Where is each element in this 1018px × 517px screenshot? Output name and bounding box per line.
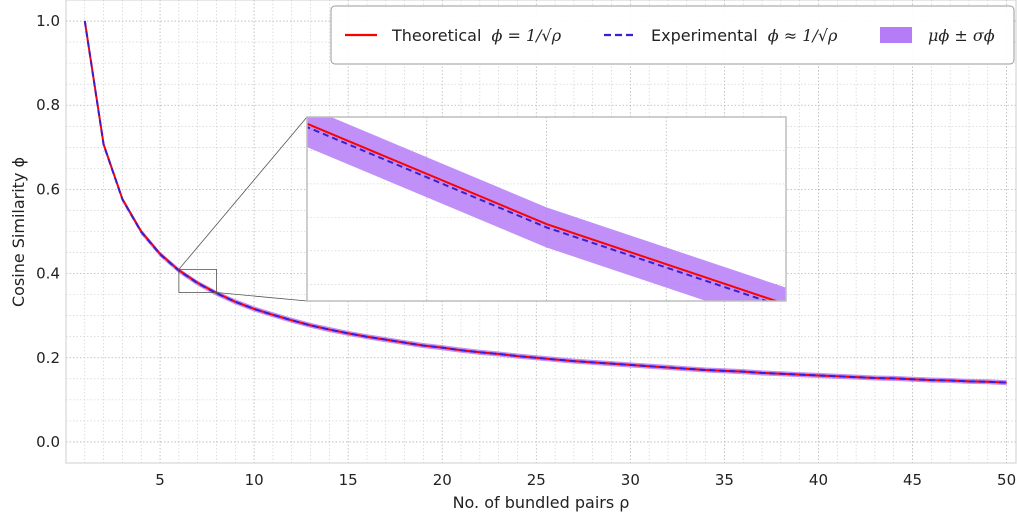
x-tick-label: 45 — [903, 471, 922, 489]
series-lines — [83, 20, 1007, 384]
legend-label-band: μϕ ± σϕ — [928, 26, 995, 45]
legend: Theoretical ϕ = 1/√ρ Experimental ϕ ≈ 1/… — [330, 5, 1015, 65]
zoom-region-box — [178, 268, 217, 293]
legend-label-theoretical: Theoretical ϕ = 1/√ρ — [391, 26, 562, 45]
legend-swatch-band — [880, 27, 912, 43]
x-tick-label: 10 — [245, 471, 264, 489]
tick-labels: 5 10 15 20 25 30 35 40 45 50 0.0 0.2 0.4 0.6 0.8 1.0 — [36, 12, 1016, 489]
legend-box — [330, 5, 1015, 65]
y-tick-label: 0.4 — [36, 265, 60, 283]
inset-series-line-experimental — [307, 125, 770, 301]
y-tick-label: 1.0 — [36, 12, 60, 30]
x-axis-label: No. of bundled pairs ρ — [453, 493, 630, 512]
x-tick-label: 35 — [715, 471, 734, 489]
inset-series-line-theoretical — [307, 122, 780, 301]
x-tick-label: 30 — [621, 471, 640, 489]
zoom-connector-top — [178, 116, 308, 270]
series-line-experimental — [83, 20, 1007, 384]
y-axis-label: Cosine Similarity ϕ — [9, 157, 28, 307]
x-tick-label: 5 — [155, 471, 165, 489]
plot-frame — [65, 0, 1017, 464]
inset-std-band — [307, 117, 786, 301]
y-tick-label: 0.6 — [36, 180, 60, 198]
y-tick-label: 0.2 — [36, 349, 60, 367]
y-tick-label: 0.0 — [36, 433, 60, 451]
inset-frame — [306, 116, 787, 302]
x-tick-label: 40 — [809, 471, 828, 489]
x-tick-label: 20 — [433, 471, 452, 489]
zoom-indicator — [178, 116, 308, 302]
inset-plot-area — [307, 117, 786, 301]
x-tick-label: 15 — [339, 471, 358, 489]
x-tick-label: 25 — [527, 471, 546, 489]
y-tick-label: 0.8 — [36, 96, 60, 114]
zoom-inset — [306, 116, 787, 302]
zoom-connector-bottom — [216, 292, 308, 302]
legend-label-experimental: Experimental ϕ ≈ 1/√ρ — [651, 26, 838, 45]
x-tick-label: 50 — [997, 471, 1016, 489]
